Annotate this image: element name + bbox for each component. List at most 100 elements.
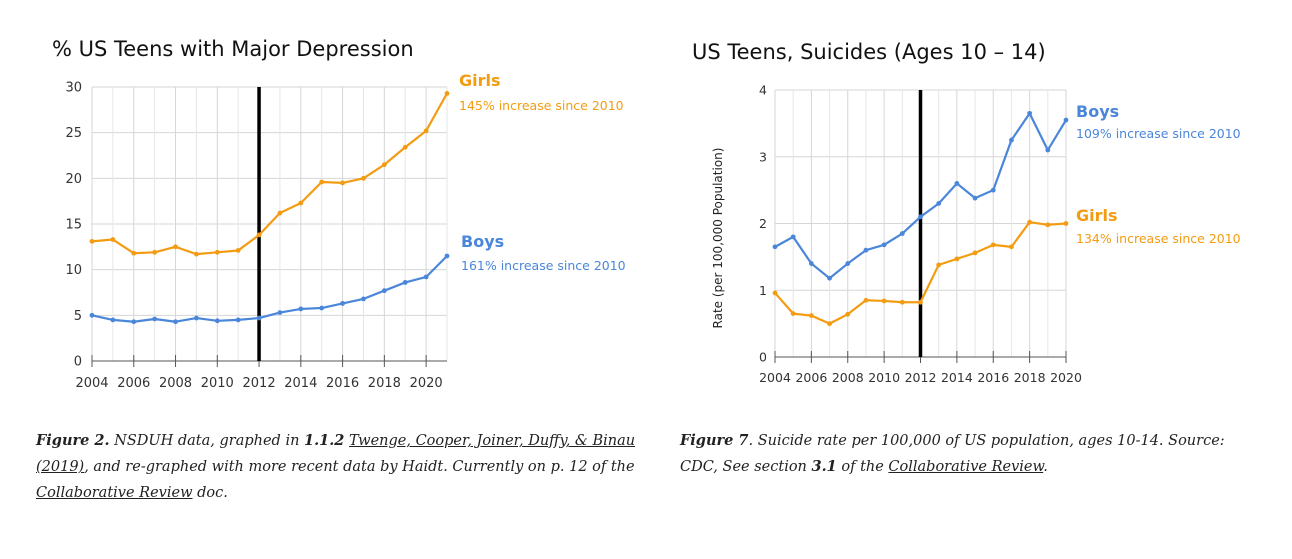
x-tick-label: 2014: [284, 376, 317, 391]
data-point-boys: [110, 317, 116, 323]
data-point-girls: [954, 256, 960, 262]
data-point-girls: [256, 232, 262, 238]
data-point-girls: [381, 162, 387, 168]
x-tick-label: 2016: [977, 370, 1009, 385]
data-point-girls: [918, 299, 923, 305]
data-point-girls: [772, 290, 778, 296]
y-tick-label: 30: [65, 81, 82, 96]
data-point-boys: [402, 280, 408, 285]
data-point-girls: [131, 250, 137, 256]
series-label-girls: Girls: [459, 71, 501, 90]
chart-suicides: US Teens, Suicides (Ages 10 – 14) Rate (p…: [692, 40, 1241, 385]
data-point-girls: [152, 249, 158, 255]
data-point-boys: [444, 253, 450, 259]
data-point-girls: [444, 90, 450, 96]
data-point-boys: [152, 316, 158, 322]
series-line-girls: [91, 92, 448, 256]
series-label-girls: Girls: [1076, 206, 1118, 225]
x-tick-label: 2008: [832, 370, 864, 385]
x-tick-label: 2014: [941, 370, 973, 385]
data-point-girls: [1009, 244, 1014, 250]
data-point-boys: [899, 231, 905, 236]
data-point-girls: [214, 249, 220, 255]
chart-title: % US Teens with Major Depression: [52, 37, 414, 61]
y-tick-label: 0: [759, 350, 767, 365]
x-tick-label: 2016: [326, 376, 359, 391]
data-point-girls: [402, 144, 408, 150]
y-tick-label: 3: [759, 149, 767, 164]
caption-label: Figure 7: [680, 432, 749, 449]
y-tick-label: 10: [65, 263, 82, 278]
x-tick-label: 2004: [75, 376, 108, 391]
series-label-boys: Boys: [1076, 102, 1119, 121]
y-tick-label: 25: [65, 126, 82, 141]
data-point-boys: [194, 315, 199, 321]
data-point-girls: [319, 179, 325, 185]
y-tick-label: 5: [74, 309, 82, 324]
section-ref: 3.1: [811, 458, 837, 475]
y-tick-label: 1: [759, 283, 767, 298]
data-point-girls: [1063, 221, 1069, 226]
y-axis-label: Rate (per 100,000 Population): [711, 148, 725, 329]
x-tick-label: 2004: [759, 370, 791, 385]
y-tick-label: 15: [65, 218, 82, 233]
data-point-boys: [881, 242, 887, 248]
series-annotation-boys: 109% increase since 2010: [1076, 126, 1241, 141]
data-point-boys: [827, 275, 832, 281]
series-label-boys: Boys: [461, 232, 504, 251]
data-point-girls: [972, 250, 978, 256]
data-point-boys: [89, 312, 95, 318]
data-point-boys: [808, 261, 814, 266]
y-tick-label: 20: [65, 172, 82, 187]
data-point-boys: [173, 319, 178, 325]
series-annotation-boys: 161% increase since 2010: [461, 258, 626, 273]
data-point-girls: [990, 242, 996, 248]
x-tick-label: 2012: [905, 370, 937, 385]
data-point-boys: [256, 315, 262, 321]
data-point-boys: [298, 306, 304, 312]
data-point-boys: [131, 319, 137, 325]
collaborative-review-link[interactable]: Collaborative Review: [888, 459, 1044, 475]
data-point-girls: [808, 313, 814, 319]
x-tick-label: 2010: [868, 370, 900, 385]
x-tick-label: 2008: [159, 376, 192, 391]
x-tick-label: 2006: [795, 370, 827, 385]
twenge-link[interactable]: Twenge, Cooper, Joiner, Duffy, & Binau (…: [36, 433, 636, 475]
data-point-girls: [1045, 222, 1051, 228]
data-point-girls: [790, 311, 796, 317]
x-tick-label: 2006: [117, 376, 150, 391]
data-point-girls: [936, 262, 942, 268]
x-tick-label: 2020: [1050, 370, 1082, 385]
data-point-girls: [277, 210, 283, 216]
caption-label: Figure 2.: [36, 432, 110, 449]
data-point-boys: [1045, 147, 1051, 153]
data-point-boys: [990, 187, 996, 193]
x-tick-label: 2018: [1014, 370, 1046, 385]
y-tick-label: 0: [74, 355, 82, 370]
data-point-girls: [173, 244, 178, 250]
data-point-boys: [954, 181, 960, 186]
data-point-girls: [827, 321, 832, 327]
data-point-boys: [918, 214, 923, 220]
data-point-boys: [235, 317, 241, 323]
chart-title: US Teens, Suicides (Ages 10 – 14): [692, 40, 1046, 64]
data-point-girls: [361, 175, 366, 181]
y-tick-label: 2: [759, 216, 767, 231]
data-point-boys: [381, 288, 387, 294]
data-point-girls: [194, 251, 199, 257]
figure-2-caption: Figure 2. NSDUH data, graphed in 1.1.2 T…: [36, 432, 636, 501]
collaborative-review-link[interactable]: Collaborative Review: [36, 485, 193, 501]
series-annotation-girls: 134% increase since 2010: [1076, 231, 1241, 246]
y-tick-label: 4: [759, 83, 767, 98]
data-point-girls: [298, 200, 304, 206]
data-point-girls: [89, 238, 95, 244]
data-point-girls: [899, 299, 905, 305]
data-point-girls: [110, 237, 116, 242]
series-annotation-girls: 145% increase since 2010: [459, 98, 624, 113]
data-point-boys: [845, 261, 851, 266]
section-ref: 1.1.2: [304, 432, 345, 449]
data-point-girls: [235, 248, 241, 253]
data-point-boys: [1009, 137, 1014, 143]
data-point-boys: [423, 274, 429, 280]
